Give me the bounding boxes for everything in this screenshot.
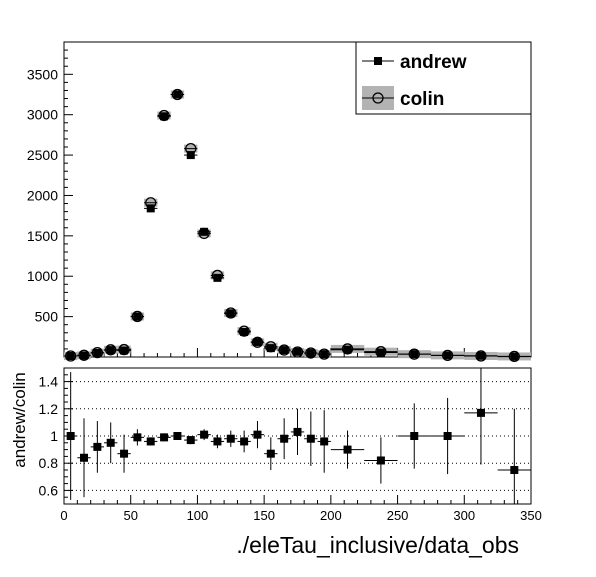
x-axis-label: ./eleTau_inclusive/data_obs: [236, 532, 519, 558]
andrew-point: [320, 350, 329, 359]
ratio-point: [293, 427, 302, 436]
y-tick-label: 3500: [27, 66, 58, 82]
andrew-point: [186, 151, 195, 160]
andrew-point: [343, 345, 352, 354]
ratio-point: [343, 445, 352, 454]
ratio-point: [213, 437, 222, 446]
x-tick-label: 50: [123, 508, 137, 523]
ratio-point: [133, 433, 142, 442]
ratio-point: [476, 408, 485, 417]
andrew-point: [146, 204, 155, 213]
colin-point: [118, 343, 130, 356]
andrew-point: [306, 349, 315, 358]
y-tick-label: 1000: [27, 268, 58, 284]
ratio-point: [410, 432, 419, 440]
y-tick-label: 2500: [27, 147, 58, 163]
ratio-point: [266, 449, 275, 458]
x-tick-label: 350: [520, 508, 542, 523]
x-tick-label: 300: [453, 508, 475, 523]
ratio-point: [120, 449, 129, 458]
colin-point: [341, 343, 354, 355]
legend-colin-label: colin: [400, 89, 444, 110]
legend: andrew colin: [355, 41, 532, 115]
andrew-point: [293, 347, 302, 356]
ratio-y-tick-label: 1: [50, 428, 58, 444]
y-axis-label: andrew/colin: [10, 372, 29, 467]
ratio-point: [306, 434, 315, 443]
andrew-point: [80, 351, 89, 360]
ratio-point: [240, 437, 249, 446]
andrew-point: [410, 350, 419, 359]
main-panel: 500 1000 1500 2000 2500 3000 3500: [27, 41, 532, 363]
y-tick-label: 500: [35, 309, 59, 325]
ratio-y-tick-label: 0.8: [39, 455, 59, 471]
andrew-point: [443, 351, 452, 360]
ratio-y-tick-label: 0.6: [39, 482, 59, 498]
andrew-point: [266, 344, 275, 353]
ratio-point: [320, 437, 329, 446]
y-tick-label: 2000: [27, 187, 58, 203]
ratio-point: [93, 442, 102, 451]
andrew-point: [200, 227, 209, 236]
colin-point: [158, 109, 170, 122]
andrew-point: [120, 346, 129, 355]
ratio-point: [146, 437, 155, 446]
ratio-point: [280, 434, 289, 443]
ratio-point: [226, 434, 235, 443]
ratio-point: [510, 466, 519, 474]
andrew-point: [226, 309, 235, 318]
x-tick-label: 150: [253, 508, 275, 523]
andrew-point: [213, 273, 222, 282]
x-tick-label: 200: [320, 508, 342, 523]
andrew-point: [253, 338, 262, 347]
andrew-point: [173, 90, 182, 99]
ratio-point: [443, 432, 452, 440]
x-tick-label: 100: [187, 508, 209, 523]
ratio-point: [160, 433, 169, 442]
x-tick-label: 0: [60, 508, 67, 523]
colin-point: [375, 346, 387, 358]
andrew-point: [280, 346, 289, 355]
legend-andrew-marker: [374, 57, 382, 65]
ratio-point: [253, 430, 262, 439]
andrew-point: [510, 352, 519, 361]
ratio-y-tick-label: 1.4: [39, 374, 59, 390]
andrew-point: [93, 348, 102, 357]
ratio-point: [200, 430, 209, 439]
ratio-point: [106, 438, 115, 447]
legend-colin-marker: [372, 92, 384, 104]
andrew-point: [476, 351, 485, 360]
y-tick-label: 3000: [27, 107, 58, 123]
ratio-point: [186, 436, 195, 445]
legend-andrew-label: andrew: [400, 52, 467, 73]
ratio-points: [64, 368, 531, 504]
andrew-point: [240, 327, 249, 336]
y-tick-label: 1500: [27, 228, 58, 244]
ratio-point: [80, 453, 89, 462]
andrew-point: [133, 312, 142, 321]
ratio-point: [376, 456, 385, 465]
ratio-panel: 0.6 0.8 1 1.2 1.4 0 50 100 150 200 250 300 350: [39, 367, 542, 523]
andrew-point: [106, 346, 115, 355]
colin-point: [238, 325, 250, 337]
ratio-point: [66, 432, 75, 440]
andrew-point: [66, 352, 75, 361]
andrew-point: [160, 112, 169, 121]
andrew-point: [376, 348, 385, 357]
ratio-point: [173, 432, 182, 440]
x-tick-label: 250: [387, 508, 409, 523]
ratio-y-tick-label: 1.2: [39, 401, 59, 417]
